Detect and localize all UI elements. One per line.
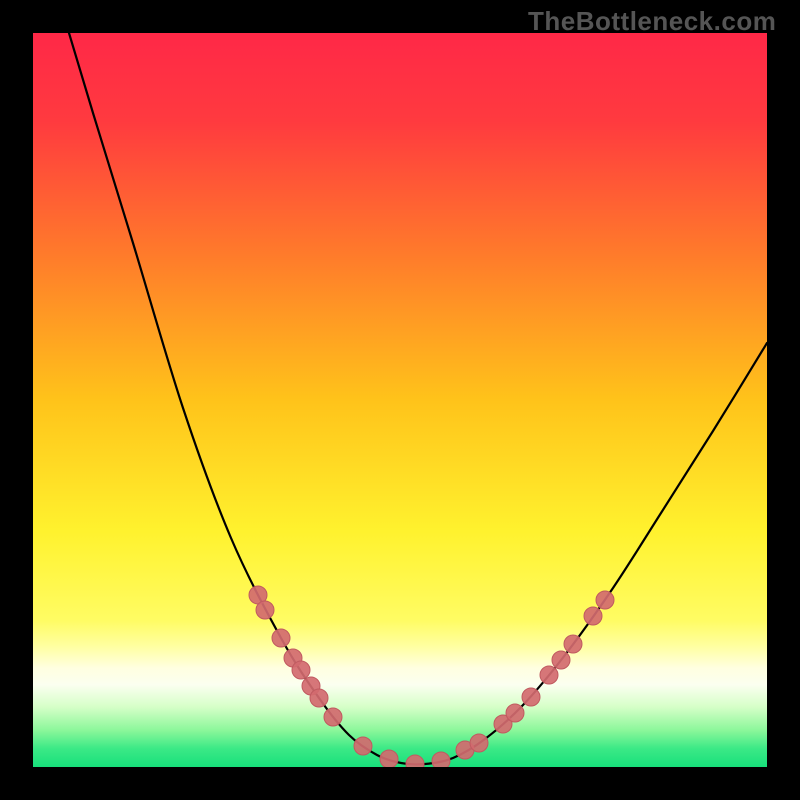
plot-area [33,33,767,767]
data-marker [406,755,424,767]
data-marker [380,750,398,767]
marker-group [249,586,614,767]
data-marker [310,689,328,707]
bottleneck-curve [69,33,767,764]
data-marker [596,591,614,609]
frame-bottom [0,767,800,800]
data-marker [506,704,524,722]
data-marker [272,629,290,647]
data-marker [292,661,310,679]
data-marker [470,734,488,752]
chart-svg [33,33,767,767]
data-marker [540,666,558,684]
data-marker [564,635,582,653]
data-marker [432,752,450,767]
data-marker [522,688,540,706]
data-marker [354,737,372,755]
data-marker [256,601,274,619]
watermark: TheBottleneck.com [528,6,776,37]
data-marker [552,651,570,669]
frame-left [0,0,33,800]
data-marker [584,607,602,625]
frame-right [767,0,800,800]
data-marker [324,708,342,726]
